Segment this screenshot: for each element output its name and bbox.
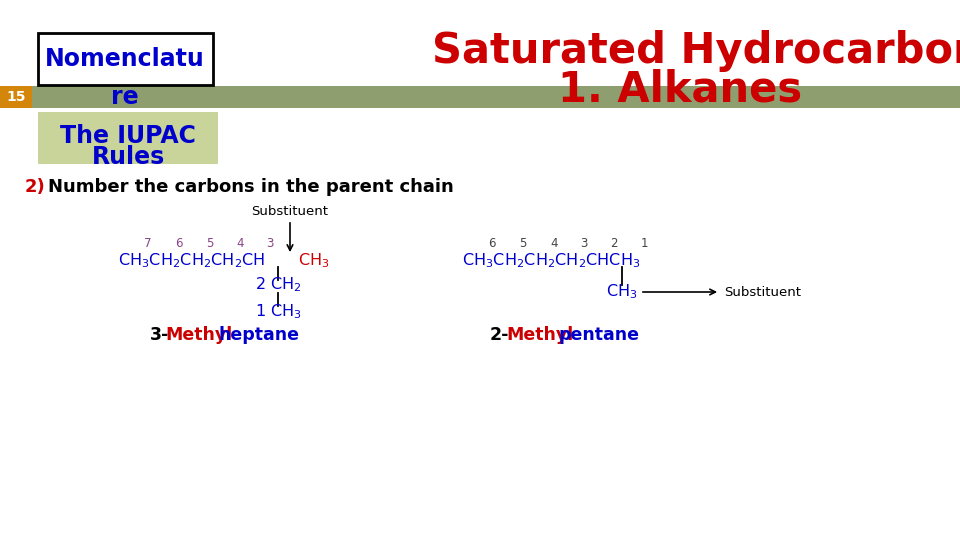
Text: Saturated Hydrocarbons: Saturated Hydrocarbons [432, 30, 960, 72]
Text: Methyl: Methyl [165, 326, 232, 344]
Text: CH$_3$CH$_2$CH$_2$CH$_2$CHCH$_3$: CH$_3$CH$_2$CH$_2$CH$_2$CHCH$_3$ [462, 252, 640, 271]
Text: pentane: pentane [559, 326, 640, 344]
Text: 1 CH$_3$: 1 CH$_3$ [254, 302, 301, 321]
Text: Rules: Rules [91, 145, 164, 169]
Text: 4: 4 [236, 237, 244, 250]
Text: Methyl: Methyl [506, 326, 573, 344]
Text: 2): 2) [25, 178, 46, 196]
Text: Number the carbons in the parent chain: Number the carbons in the parent chain [48, 178, 454, 196]
Text: 2-: 2- [490, 326, 510, 344]
Text: CH$_3$: CH$_3$ [298, 252, 329, 271]
Text: re: re [111, 85, 139, 109]
FancyBboxPatch shape [38, 112, 218, 164]
Text: CH$_3$CH$_2$CH$_2$CH$_2$CH: CH$_3$CH$_2$CH$_2$CH$_2$CH [118, 252, 265, 271]
Bar [0, 86, 960, 108]
Text: 6: 6 [176, 237, 182, 250]
Text: Substituent: Substituent [252, 205, 328, 218]
Text: heptane: heptane [218, 326, 299, 344]
Text: The IUPAC: The IUPAC [60, 124, 196, 148]
Text: 7: 7 [144, 237, 152, 250]
Text: 3-: 3- [150, 326, 169, 344]
FancyBboxPatch shape [38, 33, 213, 85]
Text: 6: 6 [489, 237, 495, 250]
Text: Nomenclatu: Nomenclatu [45, 47, 204, 71]
Text: 2 CH$_2$: 2 CH$_2$ [254, 275, 301, 294]
Text: 3: 3 [580, 237, 588, 250]
Text: 2: 2 [611, 237, 617, 250]
Text: 5: 5 [519, 237, 527, 250]
Text: Substituent: Substituent [724, 286, 801, 299]
Text: 4: 4 [550, 237, 558, 250]
Text: CH$_3$: CH$_3$ [607, 282, 637, 301]
Text: 1. Alkanes: 1. Alkanes [558, 68, 802, 110]
Text: 15: 15 [7, 90, 26, 104]
Text: 1: 1 [640, 237, 648, 250]
Text: 3: 3 [266, 237, 274, 250]
Bar [0, 86, 32, 108]
Text: 5: 5 [206, 237, 214, 250]
